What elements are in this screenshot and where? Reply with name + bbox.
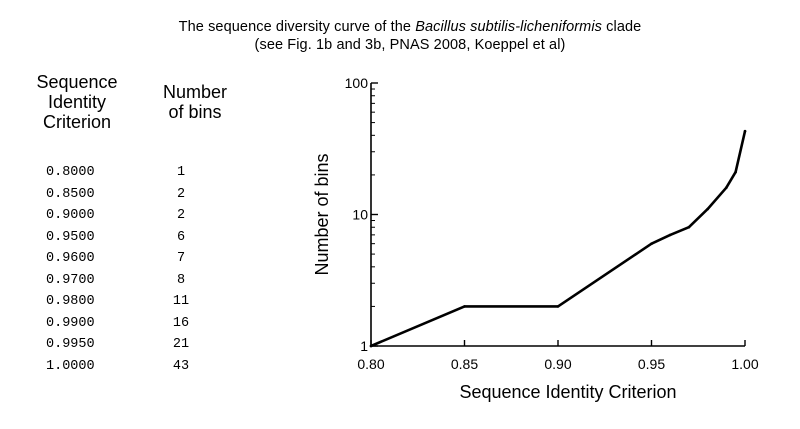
- bins-cell: 2: [176, 186, 186, 202]
- x-tick-label: 1.00: [731, 356, 758, 372]
- series-line: [369, 129, 747, 348]
- chart-axes: [370, 82, 746, 347]
- bins-cell: 7: [176, 251, 186, 266]
- x-tick-label: 0.85: [451, 356, 478, 372]
- header-criterion-line: Criterion: [42, 112, 112, 132]
- table-row: 0.9950 21: [46, 334, 236, 356]
- bins-cell: 11: [172, 294, 190, 309]
- bins-cell: 43: [172, 358, 190, 374]
- title-line-1: The sequence diversity curve of the Baci…: [80, 18, 740, 36]
- data-point: [734, 170, 737, 174]
- header-bins-line: of bins: [168, 102, 222, 122]
- table-row: 0.9700 8: [46, 270, 236, 292]
- header-bins-line: Number: [162, 82, 228, 102]
- y-tick-label: 10: [352, 207, 368, 223]
- data-point: [668, 233, 672, 237]
- criterion-cell: 0.9500: [46, 229, 95, 245]
- bins-cell: 16: [172, 315, 190, 331]
- x-axis-label: Sequence Identity Criterion: [459, 382, 676, 402]
- y-tick-label: 100: [345, 75, 369, 91]
- data-point: [725, 186, 728, 189]
- chart-labels: 1 10 100 0.80 0.85 0.90 0.95 1.00 Sequence Ident…: [312, 75, 759, 402]
- bins-cell: 8: [176, 272, 186, 288]
- criterion-cell: 0.8000: [46, 165, 95, 180]
- x-tick-label: 0.90: [544, 356, 571, 372]
- data-point: [743, 129, 747, 133]
- table-row: 0.8500 2: [46, 184, 236, 206]
- bins-cell: 1: [176, 165, 186, 180]
- criterion-cell: 0.9800: [46, 294, 95, 309]
- data-point: [650, 242, 653, 245]
- criterion-cell: 0.9900: [46, 315, 95, 331]
- table-row: 0.9000 2: [46, 205, 236, 227]
- header-criterion-line: Identity: [47, 92, 107, 112]
- table-row: 0.9600 7: [46, 248, 236, 270]
- criterion-cell: 0.9000: [46, 208, 95, 223]
- data-point: [556, 305, 560, 308]
- data-point: [369, 344, 373, 348]
- criterion-cell: 1.0000: [46, 358, 95, 374]
- y-tick-label: 1: [360, 338, 368, 354]
- data-table: 0.8000 1 0.8500 2 0.9000 2 0.9500 6 0.9600 7 …: [46, 162, 236, 377]
- table-row: 0.9500 6: [46, 227, 236, 249]
- chart-title: The sequence diversity curve of the Baci…: [80, 18, 740, 54]
- data-point: [463, 305, 466, 308]
- bins-cell: 6: [176, 229, 186, 245]
- table-row: 1.0000 43: [46, 356, 236, 378]
- y-axis-label: Number of bins: [312, 153, 332, 275]
- x-tick-label: 0.80: [357, 356, 384, 372]
- table-row: 0.8000 1: [46, 162, 236, 184]
- header-criterion-line: Sequence: [36, 72, 118, 92]
- title-text-start: The sequence diversity curve of the: [178, 19, 416, 35]
- table-row: 0.9800 11: [46, 291, 236, 313]
- data-point: [706, 207, 709, 211]
- table-header-bins: Number of bins: [150, 82, 240, 122]
- bins-cell: 21: [172, 337, 190, 352]
- criterion-cell: 0.9950: [46, 337, 95, 352]
- title-line-2: (see Fig. 1b and 3b, PNAS 2008, Koeppel …: [254, 37, 566, 53]
- chart-series: [369, 129, 747, 348]
- bins-cell: 2: [176, 208, 186, 223]
- table-header-criterion: Sequence Identity Criterion: [22, 72, 132, 132]
- x-tick-label: 0.95: [638, 356, 665, 372]
- criterion-cell: 0.9600: [46, 251, 95, 266]
- criterion-cell: 0.9700: [46, 272, 95, 288]
- title-text-end: clade: [602, 19, 642, 35]
- criterion-cell: 0.8500: [46, 186, 95, 202]
- table-row: 0.9900 16: [46, 313, 236, 335]
- title-species: Bacillus subtilis-licheniformis: [415, 19, 603, 35]
- data-point: [687, 225, 691, 229]
